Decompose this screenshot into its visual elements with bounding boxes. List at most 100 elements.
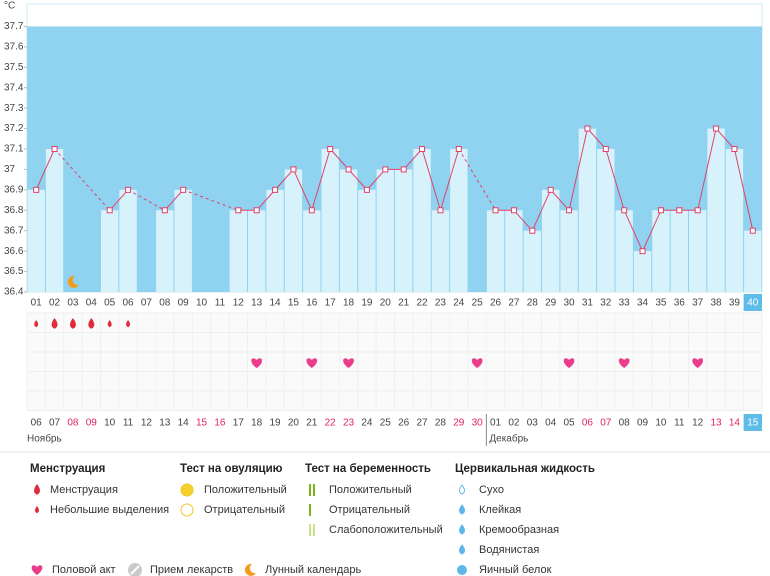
y-tick-label: 37.2 (4, 123, 24, 134)
day-label: 07 (141, 298, 153, 309)
temperature-point (676, 207, 683, 214)
moon (67, 275, 79, 288)
temperature-line (439, 148, 460, 211)
legend-icon (309, 484, 315, 496)
day-label: 21 (398, 298, 410, 309)
legend-title: Тест на овуляцию (180, 463, 283, 475)
date-label: 08 (619, 418, 631, 429)
day-label: 39 (729, 298, 741, 309)
temperature-line (348, 169, 368, 191)
day-label: 31 (582, 298, 594, 309)
date-label: 12 (141, 418, 153, 429)
temperature-bar (597, 149, 615, 292)
legend-icon (35, 506, 39, 514)
intercourse (306, 358, 318, 368)
date-label: 11 (674, 418, 685, 429)
temperature-bar (303, 210, 321, 292)
temperature-bar (321, 149, 339, 292)
date-label: 29 (453, 418, 465, 429)
legend-icon-bar (313, 484, 315, 496)
day-label: 25 (472, 298, 484, 309)
date-label: 01 (490, 418, 502, 429)
intercourse (251, 358, 263, 368)
date-label: 13 (159, 418, 171, 429)
day-label: 23 (435, 298, 447, 309)
legend-title: Менструация (30, 463, 105, 475)
legend-icon (180, 503, 194, 517)
y-tick-label: 36.5 (4, 266, 24, 277)
temperature-point (639, 248, 646, 255)
legend-item: Прием лекарств (150, 564, 233, 576)
day-label: 37 (692, 298, 704, 309)
day-label: 06 (123, 298, 135, 309)
y-tick-label: 37 (4, 164, 16, 175)
day-label: 16 (306, 298, 318, 309)
date-label: 23 (343, 418, 355, 429)
temperature-point (253, 207, 260, 214)
day-label: 22 (417, 298, 429, 309)
date-label: 12 (692, 418, 704, 429)
temperature-line (311, 148, 331, 211)
temperature-line (35, 148, 56, 191)
legend-icon (457, 565, 467, 575)
day-label: 12 (233, 298, 245, 309)
temperature-point (161, 207, 168, 214)
day-label: 32 (600, 298, 612, 309)
y-tick-label: 36.6 (4, 246, 24, 257)
legend-item: Половой акт (52, 564, 116, 576)
y-tick-label: 37.7 (4, 21, 24, 32)
temperature-line (127, 189, 166, 211)
legend-icon (180, 483, 194, 497)
day-label: 11 (215, 298, 226, 309)
temperature-point (272, 186, 279, 193)
date-label: 15 (747, 418, 759, 429)
temperature-point (33, 186, 40, 193)
date-label: 13 (711, 418, 723, 429)
legend-icon-bar (309, 504, 311, 516)
temperature-point (602, 146, 609, 152)
menstruation-light (34, 320, 39, 328)
temperature-point (731, 146, 738, 152)
temperature-bar (45, 149, 64, 292)
legend-icon-bar (313, 524, 315, 536)
y-tick-label: 36.8 (4, 205, 24, 216)
temperature-bar (431, 210, 450, 292)
temperature-bar (744, 230, 762, 292)
menstruation-heavy (69, 318, 76, 329)
date-label: 05 (564, 418, 576, 429)
date-label: 11 (123, 418, 134, 429)
temperature-line (568, 128, 588, 211)
temperature-point (327, 146, 334, 152)
temperature-point (657, 207, 664, 214)
day-label: 05 (104, 298, 116, 309)
legend-icon-line (130, 565, 140, 575)
legend-item: Слабоположительный (329, 524, 443, 536)
legend-icon (34, 484, 40, 495)
temperature-point (419, 146, 426, 152)
date-label: 20 (288, 418, 300, 429)
date-label: 22 (325, 418, 337, 429)
temperature-bar (156, 210, 174, 292)
date-label: 24 (361, 418, 373, 429)
temperature-bar (542, 189, 560, 292)
day-label: 36 (674, 298, 686, 309)
temperature-bar (174, 189, 192, 292)
temperature-point (437, 207, 444, 214)
temperature-point (455, 146, 462, 152)
date-label: 09 (86, 418, 98, 429)
day-label: 03 (67, 298, 79, 309)
day-label: 24 (453, 298, 465, 309)
day-label: 28 (527, 298, 539, 309)
temperature-line (421, 148, 441, 211)
legend-item: Отрицательный (204, 504, 285, 516)
menstruation-heavy (88, 318, 95, 329)
temperature-bar (450, 149, 468, 292)
temperature-line (623, 210, 644, 252)
legend-icon (459, 504, 465, 515)
date-label: 28 (435, 418, 447, 429)
date-label: 25 (380, 418, 392, 429)
date-label: 14 (729, 418, 741, 429)
day-label: 26 (490, 298, 502, 309)
date-label: 04 (545, 418, 557, 429)
date-label: 09 (637, 418, 649, 429)
